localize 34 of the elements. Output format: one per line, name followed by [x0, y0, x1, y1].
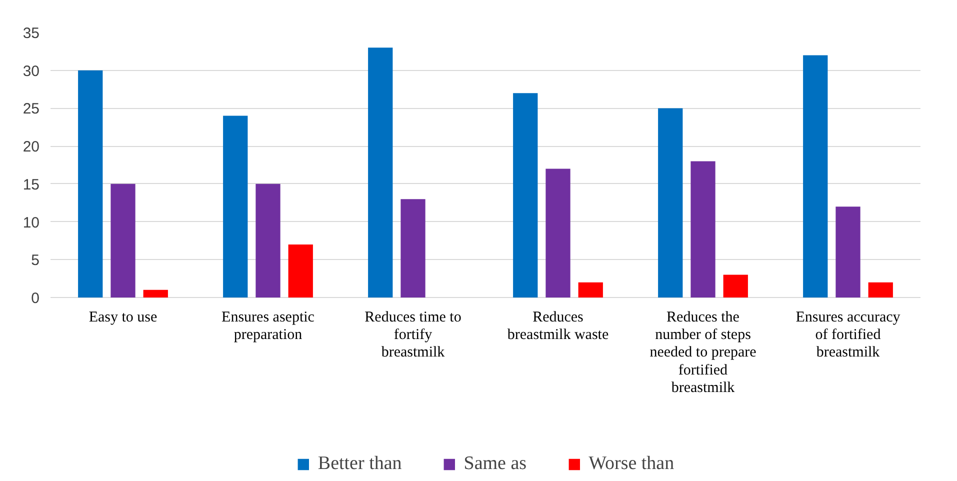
bar: [803, 55, 828, 298]
legend-label: Better than: [318, 453, 402, 475]
y-tick-label: 30: [22, 62, 40, 80]
legend-label: Same as: [464, 453, 527, 475]
x-tick-label: Reduces time to fortify breastmilk: [364, 310, 462, 361]
bar: [256, 184, 280, 298]
bar: [78, 70, 103, 298]
bar: [143, 290, 168, 298]
bar: [368, 48, 393, 298]
x-tick-label: Reduces breastmilk waste: [507, 310, 609, 344]
y-tick-label: 35: [22, 25, 40, 42]
y-tick-label: 5: [31, 252, 40, 270]
bar: [288, 244, 313, 298]
bar: [836, 206, 860, 298]
y-tick-label: 0: [31, 290, 40, 307]
bar: [578, 282, 603, 298]
x-tick-label: Ensures aseptic preparation: [222, 310, 315, 344]
bar: [723, 274, 748, 298]
bar: [400, 199, 426, 298]
y-tick-label: 10: [22, 214, 40, 232]
x-tick-label: Ensures accuracy of fortified breastmilk: [796, 310, 901, 361]
bar: [513, 93, 538, 298]
bar: [690, 161, 716, 298]
bar: [223, 116, 248, 298]
legend-label: Worse than: [588, 453, 674, 475]
y-tick-label: 20: [22, 138, 40, 156]
y-tick-label: 15: [22, 176, 40, 194]
bar: [658, 108, 683, 298]
x-tick-label: Easy to use: [88, 310, 158, 326]
bar: [546, 168, 570, 298]
x-tick-label: Reduces the number of steps needed to prepare fortified breastmilk: [650, 310, 757, 396]
y-tick-label: 25: [22, 100, 40, 118]
bar: [868, 282, 893, 298]
bar: [110, 184, 136, 298]
